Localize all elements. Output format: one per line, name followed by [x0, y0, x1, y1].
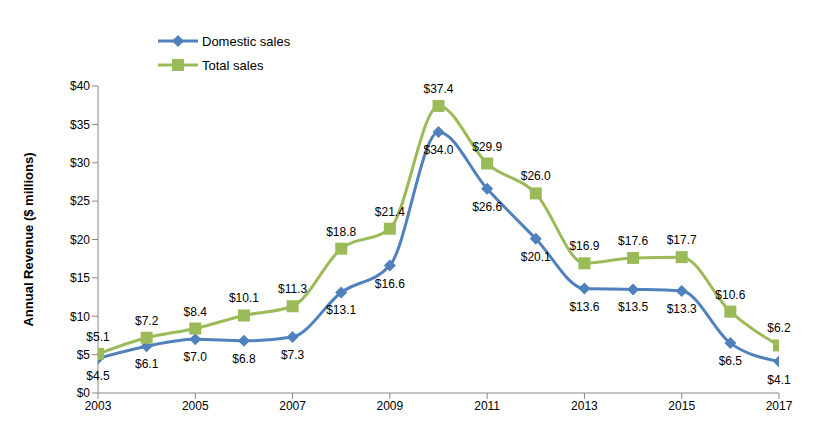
svg-text:2017: 2017: [766, 399, 793, 413]
svg-text:$34.0: $34.0: [423, 143, 453, 157]
svg-text:$17.7: $17.7: [667, 233, 697, 247]
svg-text:$29.9: $29.9: [472, 140, 502, 154]
svg-text:2007: 2007: [279, 399, 306, 413]
svg-text:$17.6: $17.6: [618, 234, 648, 248]
svg-text:2013: 2013: [571, 399, 598, 413]
svg-text:$11.3: $11.3: [278, 282, 307, 296]
svg-text:2015: 2015: [668, 399, 695, 413]
svg-text:$0: $0: [77, 386, 91, 400]
html-text:Total sales: Total sales: [202, 57, 264, 73]
svg-text:$4.1: $4.1: [767, 373, 791, 387]
svg-text:$8.4: $8.4: [184, 305, 208, 319]
svg-text:$35: $35: [70, 118, 90, 132]
svg-text:$7.0: $7.0: [184, 350, 208, 364]
svg-text:$6.2: $6.2: [767, 321, 791, 335]
svg-text:$26.6: $26.6: [472, 200, 502, 214]
svg-text:$18.8: $18.8: [326, 225, 356, 239]
svg-text:$25: $25: [70, 194, 90, 208]
svg-text:2003: 2003: [85, 399, 112, 413]
svg-text:$16.6: $16.6: [375, 277, 405, 291]
svg-text:$6.5: $6.5: [719, 354, 743, 368]
svg-text:2005: 2005: [182, 399, 209, 413]
svg-text:$5.1: $5.1: [86, 330, 110, 344]
svg-text:$13.6: $13.6: [569, 300, 599, 314]
svg-text:$10.6: $10.6: [715, 288, 745, 302]
svg-text:$16.9: $16.9: [569, 239, 599, 253]
html-text:Domestic sales: Domestic sales: [202, 33, 291, 49]
svg-text:$5: $5: [77, 348, 91, 362]
svg-text:$7.3: $7.3: [281, 348, 305, 362]
svg-text:$15: $15: [70, 271, 90, 285]
svg-text:$6.1: $6.1: [135, 357, 159, 371]
svg-text:$21.4: $21.4: [375, 205, 405, 219]
svg-text:$40: $40: [70, 79, 90, 93]
svg-text:$20.1: $20.1: [521, 250, 551, 264]
svg-text:$30: $30: [70, 156, 90, 170]
svg-text:$13.3: $13.3: [667, 302, 697, 316]
svg-text:$26.0: $26.0: [521, 169, 551, 183]
svg-text:2009: 2009: [377, 399, 404, 413]
svg-text:2011: 2011: [474, 399, 500, 413]
svg-text:$13.5: $13.5: [618, 300, 648, 314]
svg-text:$10.1: $10.1: [229, 291, 259, 305]
svg-text:$6.8: $6.8: [232, 352, 256, 366]
svg-text:$37.4: $37.4: [423, 82, 453, 96]
svg-text:$10: $10: [70, 310, 90, 324]
svg-text:$4.5: $4.5: [86, 369, 110, 383]
svg-text:$20: $20: [70, 233, 90, 247]
svg-text:$7.2: $7.2: [135, 314, 159, 328]
svg-text:Annual Revenue ($ millions): Annual Revenue ($ millions): [21, 152, 36, 326]
svg-text:$13.1: $13.1: [326, 303, 356, 317]
